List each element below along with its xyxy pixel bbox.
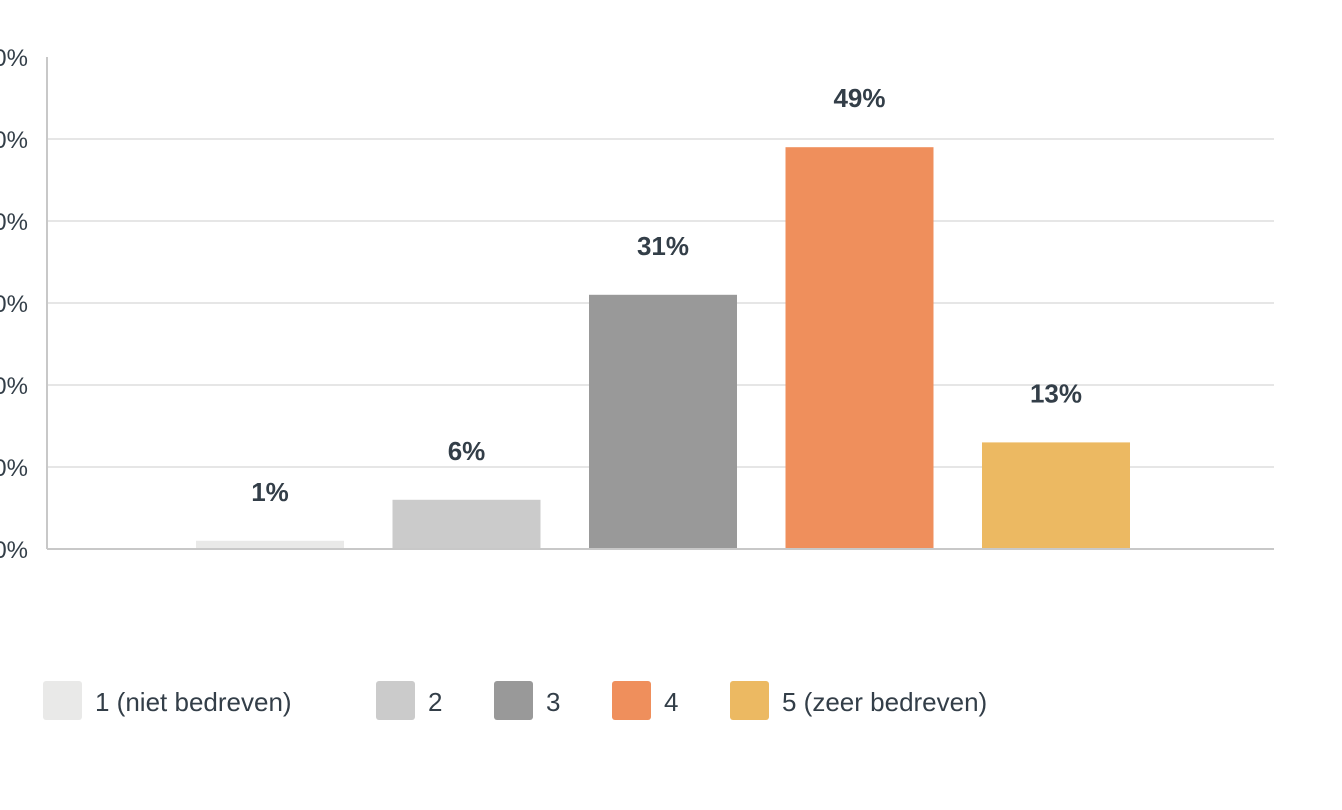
legend-swatch — [730, 681, 769, 720]
data-label-5: 13% — [1030, 378, 1082, 408]
y-tick-label: 30% — [0, 291, 28, 318]
legend-label: 4 — [664, 687, 678, 717]
legend-label: 2 — [428, 687, 442, 717]
data-labels: 1% 6% 31% 49% 13% — [251, 83, 1082, 507]
y-tick-label: 60% — [0, 45, 28, 72]
y-tick-label: 10% — [0, 455, 28, 482]
y-axis-ticks: 0% 10% 20% 30% 40% 50% 60% — [0, 45, 28, 564]
legend-item-1[interactable]: 1 (niet bedreven) — [43, 681, 292, 720]
legend-swatch — [494, 681, 533, 720]
y-tick-label: 0% — [0, 537, 28, 564]
y-tick-label: 40% — [0, 209, 28, 236]
legend-swatch — [43, 681, 82, 720]
legend-label: 1 (niet bedreven) — [95, 687, 292, 717]
legend-label: 3 — [546, 687, 560, 717]
bar-1[interactable] — [196, 540, 344, 549]
legend-swatch — [376, 681, 415, 720]
bar-5[interactable] — [982, 442, 1130, 549]
bar-2[interactable] — [392, 499, 541, 549]
legend-item-5[interactable]: 5 (zeer bedreven) — [730, 681, 987, 720]
legend-item-4[interactable]: 4 — [612, 681, 678, 720]
legend-label: 5 (zeer bedreven) — [782, 687, 987, 717]
legend-swatch — [612, 681, 651, 720]
y-tick-label: 50% — [0, 127, 28, 154]
data-label-4: 49% — [833, 83, 885, 113]
data-label-1: 1% — [251, 477, 289, 507]
bar-4[interactable] — [785, 147, 934, 549]
bar-3[interactable] — [589, 294, 737, 549]
data-label-3: 31% — [637, 231, 689, 261]
y-tick-label: 20% — [0, 373, 28, 400]
legend[interactable]: 1 (niet bedreven) 2 3 4 5 (zeer bedreven) — [43, 681, 987, 720]
data-label-2: 6% — [448, 436, 486, 466]
legend-item-2[interactable]: 2 — [376, 681, 442, 720]
bars — [196, 147, 1130, 549]
legend-item-3[interactable]: 3 — [494, 681, 560, 720]
